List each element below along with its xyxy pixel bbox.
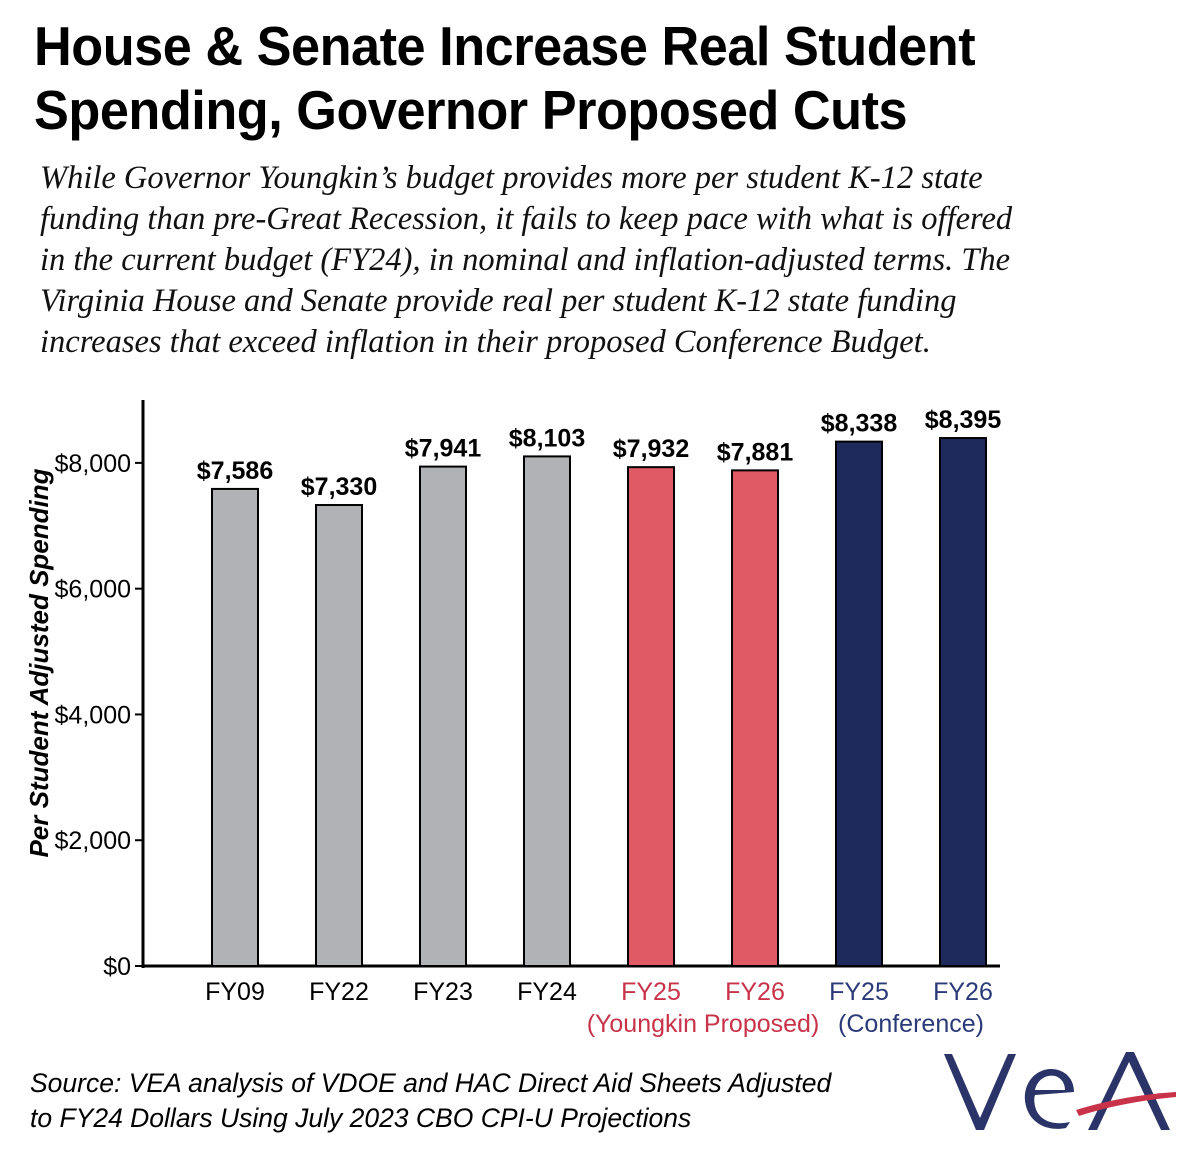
x-tick-label: FY23: [413, 978, 473, 1006]
x-tick-label: FY26: [933, 978, 993, 1006]
value-label: $7,881: [717, 438, 794, 466]
x-tick-label: FY22: [309, 978, 369, 1006]
bar: [731, 469, 779, 967]
y-axis-title: Per Student Adjusted Spending: [24, 468, 54, 857]
source-line: to FY24 Dollars Using July 2023 CBO CPI-…: [30, 1103, 692, 1133]
bar: [315, 504, 363, 967]
value-label: $7,941: [405, 435, 482, 463]
subtitle-line: increases that exceed inflation in their…: [40, 324, 931, 360]
subtitle-line: Virginia House and Senate provide real p…: [40, 283, 957, 319]
x-tick-label: FY25: [621, 978, 681, 1006]
source-line: Source: VEA analysis of VDOE and HAC Dir…: [30, 1068, 832, 1098]
value-label: $7,330: [301, 473, 377, 501]
source-note: Source: VEA analysis of VDOE and HAC Dir…: [30, 1066, 960, 1136]
subtitle-line: While Governor Youngkin’s budget provide…: [40, 160, 983, 196]
group-label: (Conference): [838, 1010, 984, 1038]
x-tick-label: FY25: [829, 978, 889, 1006]
y-tick-label: $4,000: [55, 701, 131, 729]
y-tick-label: $6,000: [55, 576, 131, 604]
y-tick-label: $8,000: [55, 450, 131, 478]
y-tick-label: $2,000: [55, 827, 131, 855]
y-tick-label: $0: [103, 953, 131, 981]
subtitle-line: in the current budget (FY24), in nominal…: [40, 242, 1011, 278]
title-line: Spending, Governor Proposed Cuts: [34, 79, 908, 141]
value-label: $7,932: [613, 435, 689, 463]
x-tick-label: FY09: [205, 978, 265, 1006]
vea-logo: [944, 1052, 1176, 1130]
bar: [523, 455, 571, 967]
group-label: (Youngkin Proposed): [587, 1010, 820, 1038]
bar: [627, 466, 675, 967]
bar: [835, 440, 883, 967]
title-line: House & Senate Increase Real Student: [34, 15, 976, 77]
value-label: $7,586: [197, 457, 273, 485]
chart-title: House & Senate Increase Real Student Spe…: [34, 14, 1127, 142]
bar: [419, 465, 467, 967]
value-label: $8,103: [509, 424, 585, 452]
x-tick-label: FY26: [725, 978, 785, 1006]
bar: [211, 487, 259, 967]
value-label: $8,395: [925, 406, 1002, 434]
bar: [939, 437, 987, 967]
value-label: $8,338: [821, 410, 898, 438]
x-tick-label: FY24: [517, 978, 577, 1006]
subtitle-line: funding than pre-Great Recession, it fai…: [40, 201, 1013, 237]
chart-subtitle: While Governor Youngkin’s budget provide…: [40, 158, 1170, 363]
